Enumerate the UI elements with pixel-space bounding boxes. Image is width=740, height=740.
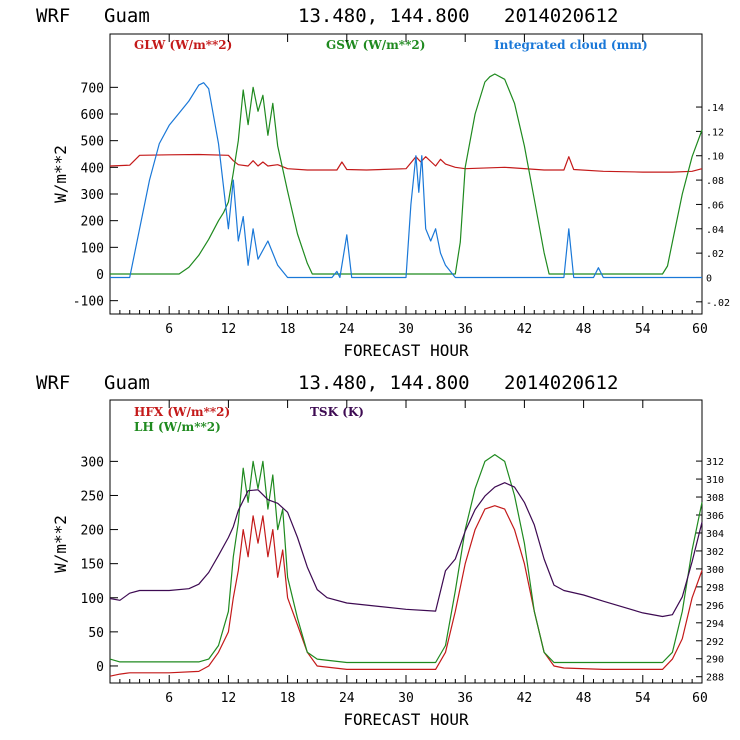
p2-y2tick-label-5: 298 [706, 583, 724, 594]
p1-xtick-label-48: 48 [576, 322, 592, 337]
p1-ytick-label-100: 100 [81, 241, 104, 256]
panel1-ylabel: W/m**2 [51, 145, 70, 203]
p1-ytick-label-300: 300 [81, 188, 104, 203]
p2-xtick-label-30: 30 [398, 691, 414, 706]
p1-xtick-label-6: 6 [165, 322, 173, 337]
p1-ytick-label-0: 0 [96, 268, 104, 283]
legend-glw: GLW (W/m**2) [134, 38, 232, 52]
p2-ytick-label-150: 150 [81, 558, 104, 573]
p1-xtick-label-54: 54 [635, 322, 651, 337]
legend-lh: LH (W/m**2) [134, 420, 221, 434]
panel1-coords: 13.480, 144.800 [298, 5, 470, 27]
legend-tsk: TSK (K) [310, 405, 364, 419]
p1-y2tick-label-5: .08 [706, 176, 724, 187]
p2-ytick-label-0: 0 [96, 660, 104, 675]
p2-y2tick-label-7: 302 [706, 547, 724, 558]
p1-ytick-label-700: 700 [81, 81, 104, 96]
p1-y2tick-label-8: .14 [706, 103, 724, 114]
p1-ytick-label-200: 200 [81, 215, 104, 230]
p2-ytick-label-50: 50 [88, 626, 104, 641]
p2-series-2-line [109, 482, 703, 618]
panel1-header: WRF Guam 13.480, 144.800 2014020612 [36, 5, 618, 27]
p2-y2tick-label-8: 304 [706, 529, 724, 540]
p1-y2tick-label-2: .02 [706, 249, 724, 260]
p2-xtick-label-48: 48 [576, 691, 592, 706]
p2-xtick-label-54: 54 [635, 691, 651, 706]
p1-y2tick-label-4: .06 [706, 200, 724, 211]
p2-xtick-label-6: 6 [165, 691, 173, 706]
p2-ytick-label-100: 100 [81, 592, 104, 607]
p2-xtick-label-42: 42 [517, 691, 533, 706]
p2-y2tick-label-10: 308 [706, 493, 724, 504]
p1-series-0-line [109, 153, 703, 173]
p2-y2tick-label-0: 288 [706, 673, 724, 684]
p1-y2tick-label-3: .04 [706, 225, 724, 236]
p2-series-0-line [109, 505, 703, 677]
legend-gsw: GSW (W/m**2) [326, 38, 425, 52]
panel1-station: Guam [104, 5, 150, 27]
panel2-legend: HFX (W/m**2) LH (W/m**2) TSK (K) [134, 405, 364, 434]
p2-xtick-label-12: 12 [221, 691, 237, 706]
p1-y2tick-label-6: .10 [706, 152, 724, 163]
p1-ytick-label-600: 600 [81, 108, 104, 123]
p1-series-1-line [110, 73, 703, 275]
p1-xtick-label-30: 30 [398, 322, 414, 337]
p2-series-1-line [109, 454, 703, 664]
panel2-coords: 13.480, 144.800 [298, 372, 470, 394]
panel1-model: WRF [36, 5, 70, 27]
panel2-ylabel: W/m**2 [51, 515, 70, 573]
panel2-model: WRF [36, 372, 70, 394]
p2-xtick-label-60: 60 [692, 691, 708, 706]
p2-xtick-label-36: 36 [457, 691, 473, 706]
p1-xtick-label-18: 18 [280, 322, 296, 337]
p1-series-2-line [110, 82, 702, 279]
p2-ytick-label-250: 250 [81, 489, 104, 504]
p1-xtick-label-36: 36 [457, 322, 473, 337]
p1-y2tick-label-1: 0 [706, 273, 712, 284]
p2-y2tick-label-12: 312 [706, 457, 724, 468]
p2-y2tick-label-9: 306 [706, 511, 724, 522]
legend-hfx: HFX (W/m**2) [134, 405, 230, 419]
p1-ytick-label-500: 500 [81, 135, 104, 150]
panel2-xlabel: FORECAST HOUR [343, 710, 469, 729]
p2-ytick-label-200: 200 [81, 524, 104, 539]
p1-y2tick-label-0: -.02 [706, 298, 730, 309]
legend-integrated-cloud: Integrated cloud (mm) [494, 38, 648, 52]
p2-y2tick-label-2: 292 [706, 637, 724, 648]
p1-xtick-label-24: 24 [339, 322, 355, 337]
p1-ytick-label-400: 400 [81, 161, 104, 176]
p2-y2tick-label-3: 294 [706, 619, 724, 630]
p2-ytick-label-300: 300 [81, 455, 104, 470]
p1-y2tick-label-7: .12 [706, 127, 724, 138]
panel1-legend: GLW (W/m**2) GSW (W/m**2) Integrated clo… [134, 38, 648, 52]
p2-y2tick-label-11: 310 [706, 475, 724, 486]
p1-xtick-label-42: 42 [517, 322, 533, 337]
panel1-run: 2014020612 [504, 5, 618, 27]
panel2-header: WRF Guam 13.480, 144.800 2014020612 [36, 372, 618, 394]
p1-ytick-label--100: -100 [73, 295, 104, 310]
p1-xtick-label-12: 12 [221, 322, 237, 337]
panel1-xlabel: FORECAST HOUR [343, 341, 469, 360]
p1-xtick-label-60: 60 [692, 322, 708, 337]
p2-y2tick-label-1: 290 [706, 655, 724, 666]
p2-xtick-label-18: 18 [280, 691, 296, 706]
p2-xtick-label-24: 24 [339, 691, 355, 706]
panel2-plot-frame [109, 399, 703, 684]
panel2-run: 2014020612 [504, 372, 618, 394]
p2-y2tick-label-6: 300 [706, 565, 724, 576]
panel2-station: Guam [104, 372, 150, 394]
p2-y2tick-label-4: 296 [706, 601, 724, 612]
